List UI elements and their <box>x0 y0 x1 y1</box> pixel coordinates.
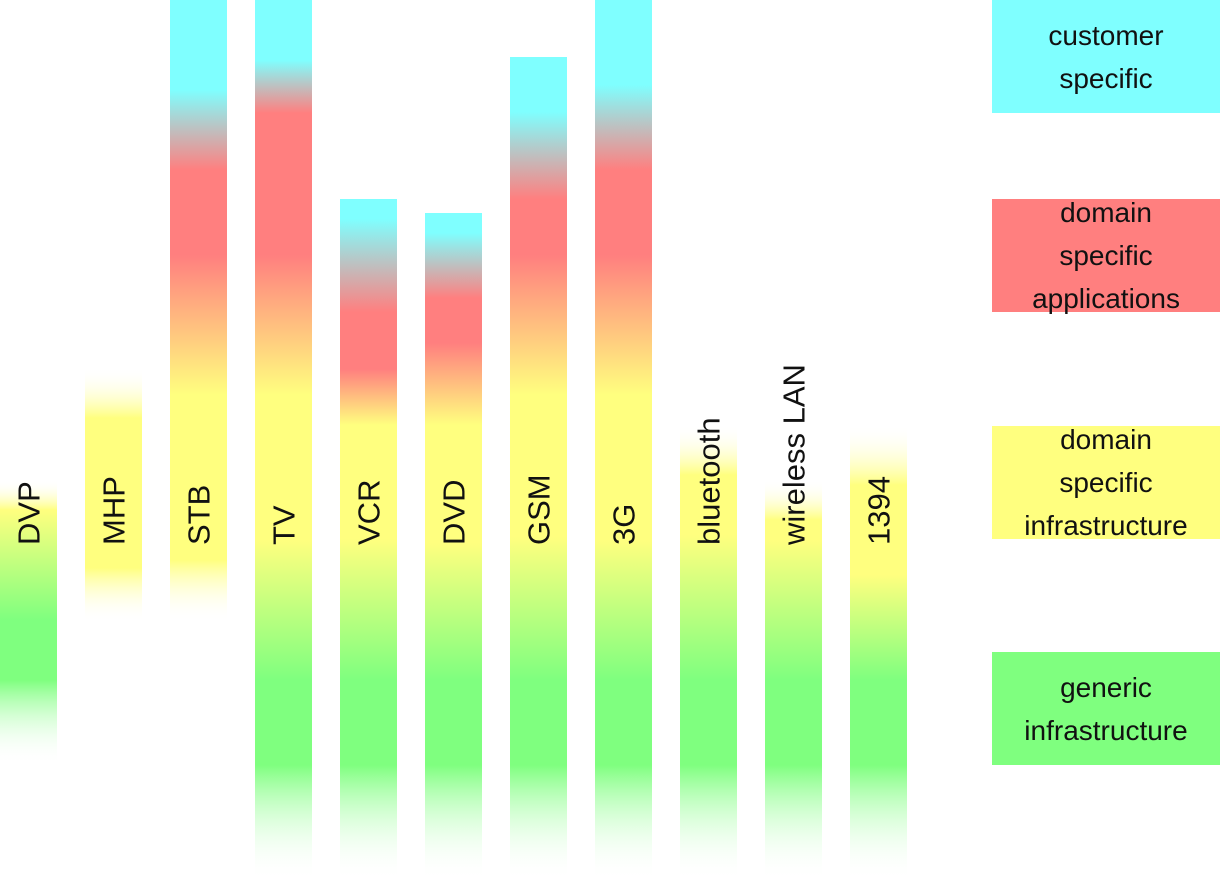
column-label-tv: TV <box>267 505 302 545</box>
column-bar-stb <box>170 0 227 622</box>
column-label-wireless-lan: wireless LAN <box>777 364 812 546</box>
column-label-1394: 1394 <box>862 476 897 545</box>
column-bar-dvp <box>0 480 57 765</box>
column-label-vcr: VCR <box>352 480 387 545</box>
column-bar-wireless-lan <box>765 480 822 880</box>
column-label-mhp: MHP <box>97 476 132 545</box>
column-bar-gsm <box>510 57 567 880</box>
column-bar-tv <box>255 0 312 880</box>
column-bar-dvd <box>425 213 482 880</box>
column-bar-1394 <box>850 425 907 880</box>
column-bar-bluetooth <box>680 425 737 880</box>
column-label-dvp: DVP <box>12 481 47 545</box>
column-bar-3g <box>595 0 652 880</box>
column-label-bluetooth: bluetooth <box>692 417 727 545</box>
legend-domain-specific-applications: domain specific applications <box>992 197 1220 314</box>
column-label-gsm: GSM <box>522 474 557 545</box>
legend-generic-infrastructure: generic infrastructure <box>992 652 1220 765</box>
column-bar-vcr <box>340 199 397 880</box>
column-label-dvd: DVD <box>437 480 472 545</box>
column-label-3g: 3G <box>607 504 642 545</box>
column-label-stb: STB <box>182 485 217 545</box>
legend-customer-specific: customer specific <box>992 0 1220 113</box>
column-bar-mhp <box>85 368 142 622</box>
legend-domain-specific-infrastructure: domain specific infrastructure <box>992 424 1220 541</box>
